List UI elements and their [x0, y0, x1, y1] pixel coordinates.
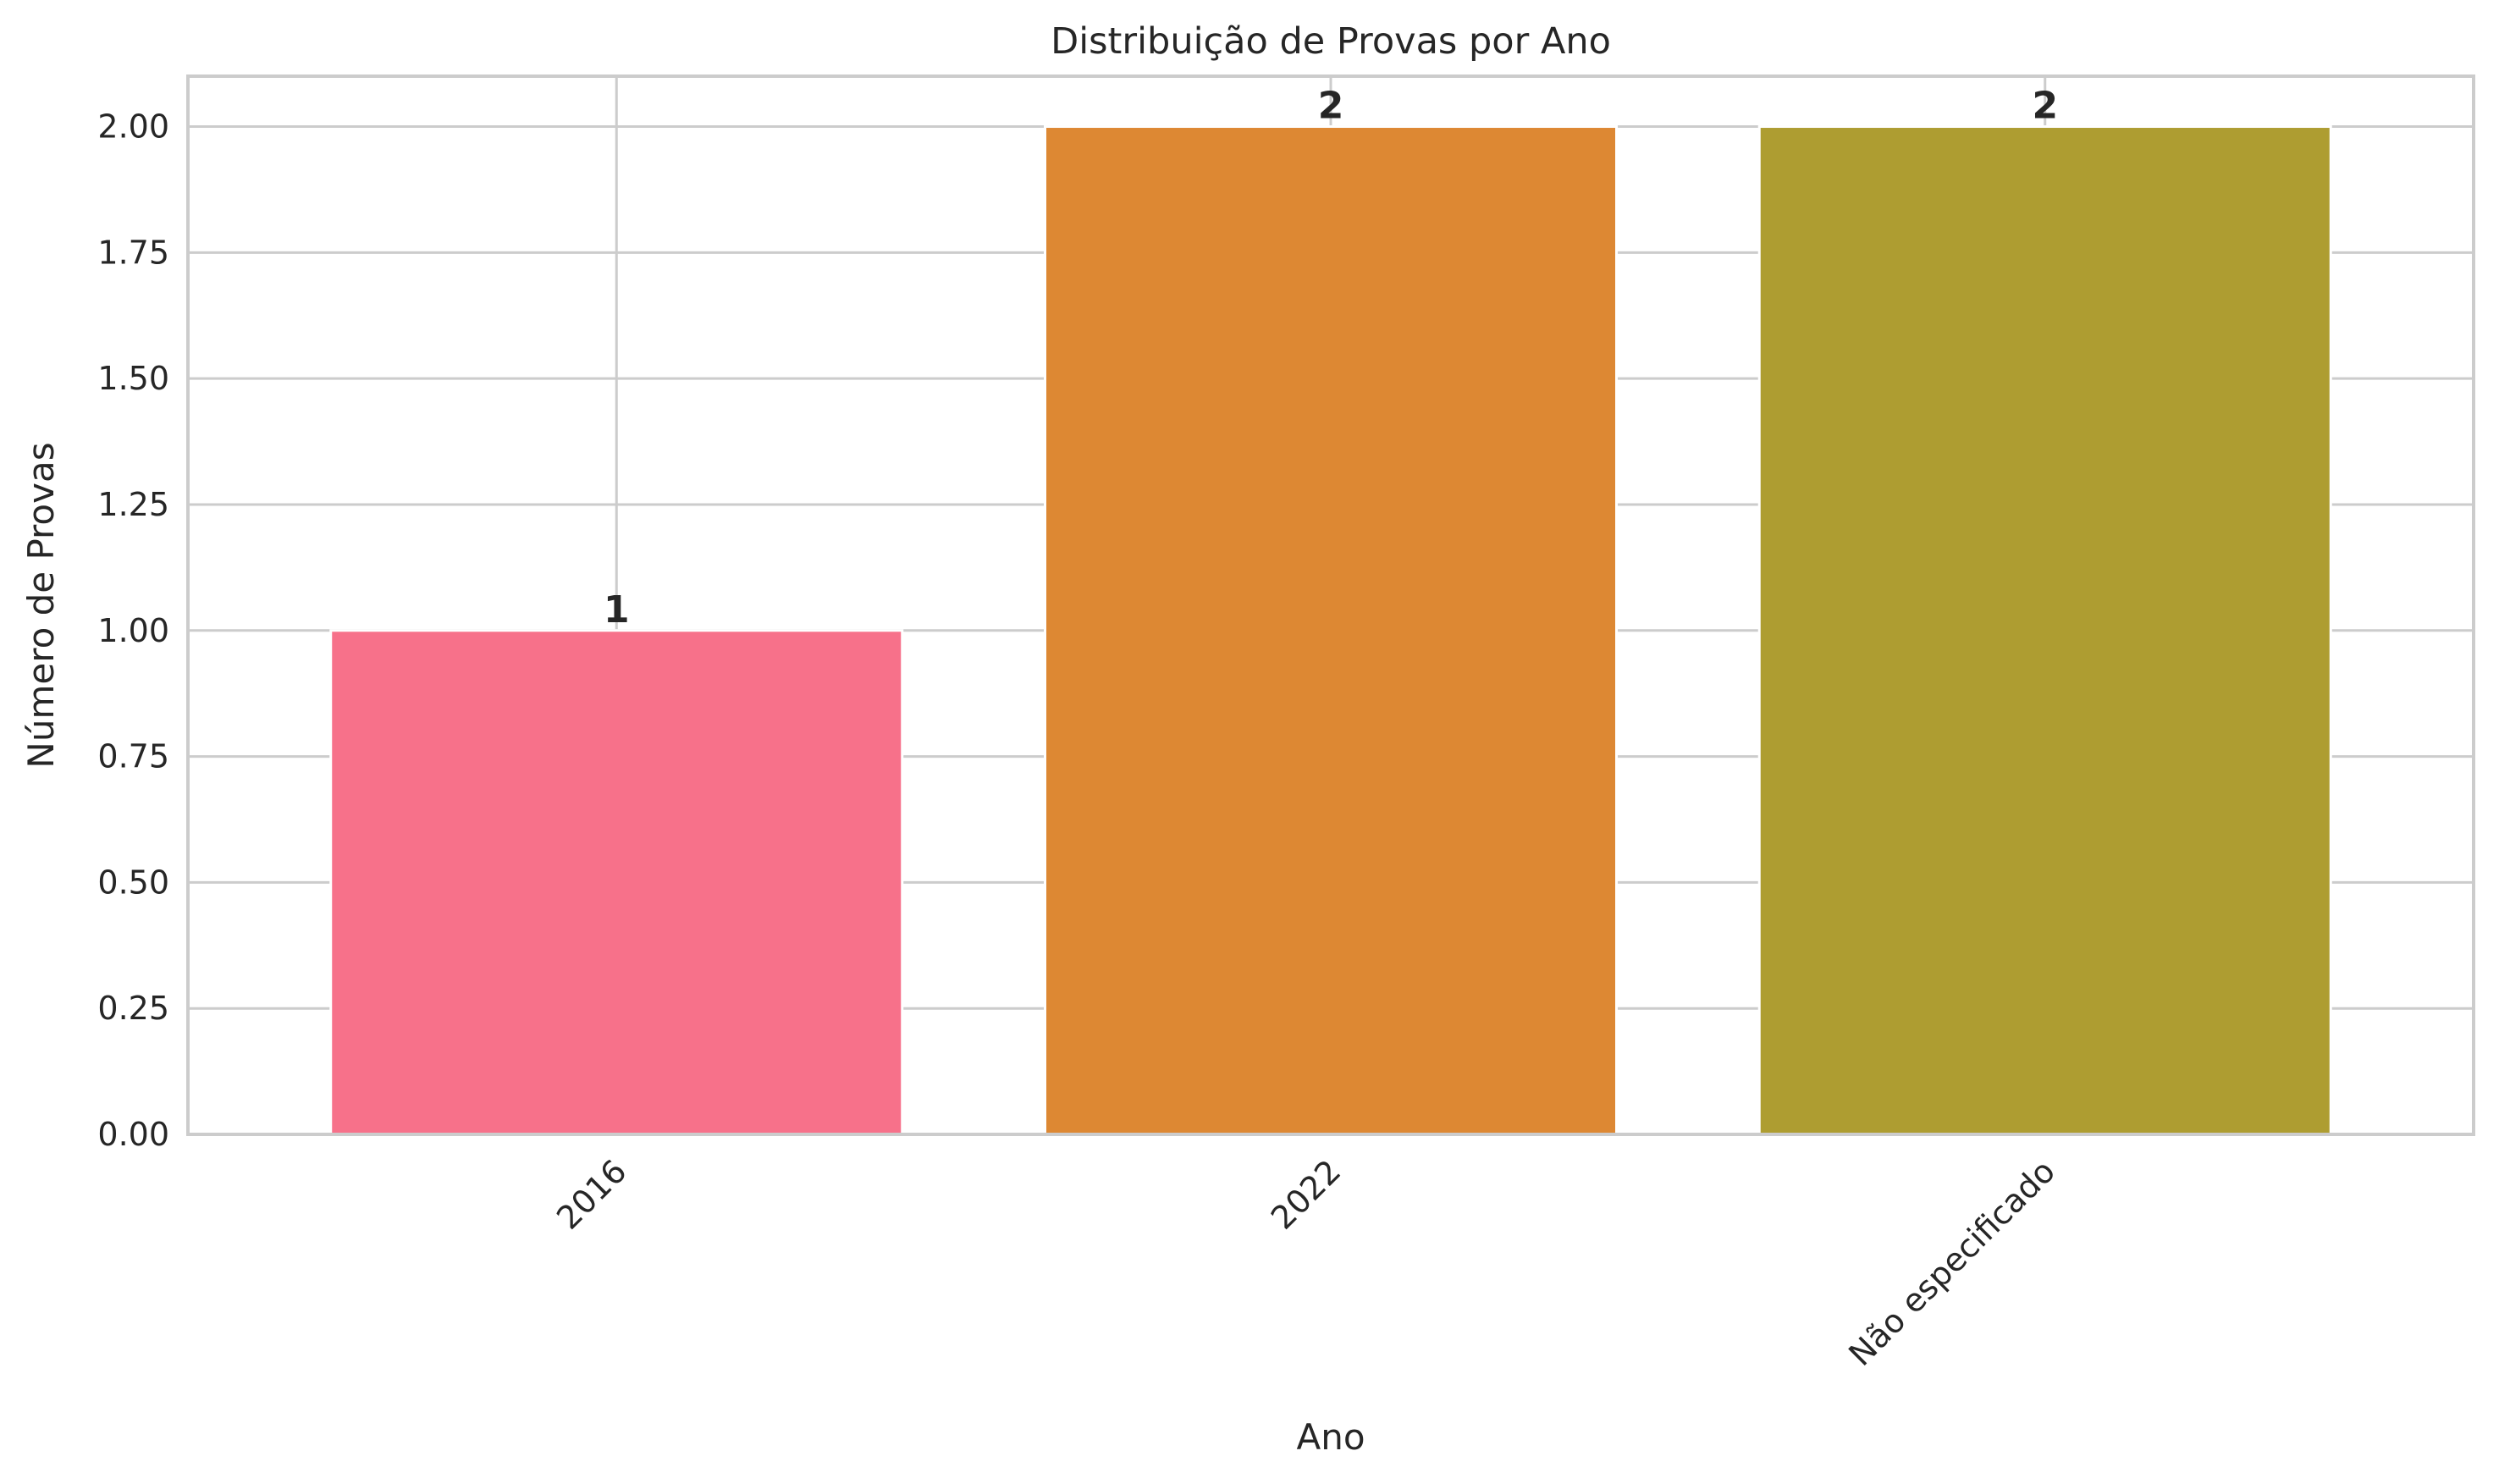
y-tick-label: 1.25	[97, 486, 169, 523]
x-tick-labels: 2016 2022 Não especificado	[549, 1152, 2062, 1373]
y-tick-label: 0.00	[97, 1116, 169, 1153]
y-tick-label: 0.75	[97, 738, 169, 775]
y-tick-label: 0.25	[97, 990, 169, 1027]
y-tick-label: 0.50	[97, 863, 169, 901]
y-axis-label: Número de Provas	[20, 442, 62, 768]
x-tick-label: Não especificado	[1841, 1152, 2062, 1373]
bar-value-label: 2	[1318, 85, 1344, 128]
y-tick-label: 2.00	[97, 108, 169, 146]
axes-frame	[186, 74, 2475, 1136]
x-axis-label: Ano	[1296, 1416, 1365, 1458]
bar-2016	[329, 629, 904, 1136]
data-labels: 1 2 2	[604, 85, 2058, 632]
bars	[329, 125, 2332, 1136]
bar-2022	[1044, 125, 1618, 1136]
bar-n-o-especificado	[1757, 125, 2332, 1136]
y-tick-labels: 0.00 0.25 0.50 0.75 1.00 1.25 1.50 1.75 2.00	[97, 108, 169, 1153]
x-tick-label: 2022	[1264, 1152, 1349, 1237]
x-tick-label: 2016	[549, 1152, 634, 1237]
y-tick-label: 1.00	[97, 612, 169, 649]
chart-title: Distribuição de Provas por Ano	[1051, 20, 1611, 63]
bar-value-label: 1	[604, 588, 630, 632]
bar-value-label: 2	[2032, 85, 2058, 128]
y-tick-label: 1.50	[97, 360, 169, 397]
y-tick-label: 1.75	[97, 234, 169, 271]
